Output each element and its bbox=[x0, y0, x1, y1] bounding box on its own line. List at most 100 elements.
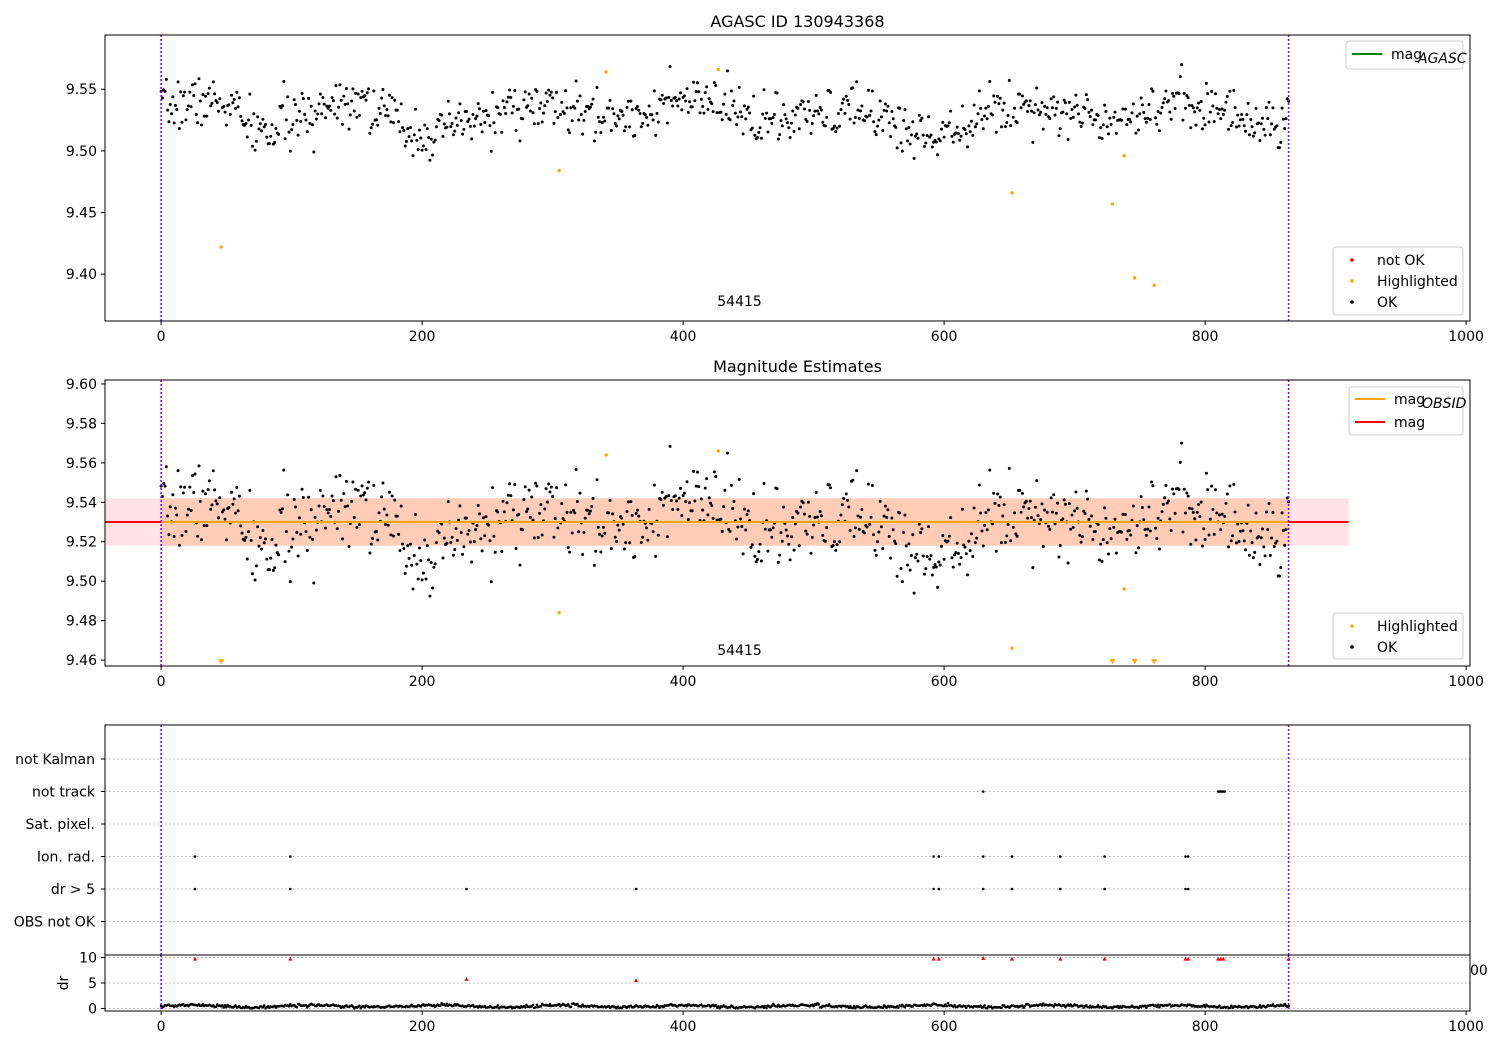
dr-ok-point bbox=[770, 1004, 774, 1008]
ok-point bbox=[1043, 104, 1047, 108]
ok-point bbox=[870, 483, 874, 487]
ok-point bbox=[763, 527, 767, 531]
obsid-label: 54415 bbox=[717, 294, 762, 310]
ok-point bbox=[280, 507, 284, 511]
ok-point bbox=[796, 106, 800, 110]
ok-point bbox=[380, 96, 384, 100]
ok-point bbox=[752, 492, 756, 496]
ok-point bbox=[964, 132, 968, 136]
ok-point bbox=[283, 137, 287, 141]
ok-point bbox=[1177, 92, 1181, 96]
ok-point bbox=[720, 118, 724, 122]
ok-point bbox=[959, 134, 963, 138]
ok-point bbox=[1178, 460, 1182, 464]
ok-point bbox=[530, 495, 534, 499]
ok-point bbox=[479, 537, 483, 541]
dr-ok-point bbox=[946, 1001, 950, 1005]
dr-ok-point bbox=[181, 1002, 185, 1006]
ok-point bbox=[579, 112, 583, 116]
legend-label-mag: mag bbox=[1394, 415, 1425, 431]
ok-point bbox=[929, 133, 933, 137]
ok-point bbox=[1069, 116, 1073, 120]
ok-point bbox=[1204, 471, 1208, 475]
ok-point bbox=[878, 499, 882, 503]
ok-point bbox=[237, 494, 241, 498]
ok-point bbox=[586, 105, 590, 109]
ok-point bbox=[1150, 87, 1154, 91]
ok-point bbox=[1000, 541, 1004, 545]
ok-point bbox=[523, 90, 527, 94]
ok-point bbox=[890, 110, 894, 114]
dr-ok-point bbox=[557, 1002, 561, 1006]
ok-point bbox=[698, 111, 702, 115]
ok-point bbox=[1198, 108, 1202, 112]
ok-point bbox=[725, 69, 729, 73]
ok-point bbox=[209, 507, 213, 511]
ok-point bbox=[167, 533, 171, 537]
ok-point bbox=[1139, 96, 1143, 100]
ok-point bbox=[616, 523, 620, 527]
ok-point bbox=[1137, 128, 1141, 132]
ok-point bbox=[1101, 538, 1105, 542]
ok-point bbox=[1258, 562, 1262, 566]
ok-point bbox=[356, 488, 360, 492]
ok-point bbox=[745, 107, 749, 111]
ok-point bbox=[866, 88, 870, 92]
ok-point bbox=[1114, 551, 1118, 555]
ok-point bbox=[844, 492, 848, 496]
dr-ok-point bbox=[764, 1004, 767, 1008]
ok-point bbox=[903, 108, 907, 112]
ok-point bbox=[545, 99, 549, 103]
ok-point bbox=[736, 525, 740, 529]
ok-point bbox=[612, 112, 616, 116]
ok-point bbox=[1041, 544, 1045, 548]
legend-marker-highlighted bbox=[1350, 624, 1354, 628]
ok-point bbox=[859, 515, 863, 519]
ok-point bbox=[1172, 94, 1176, 98]
ok-point bbox=[297, 109, 301, 113]
ok-point bbox=[404, 140, 408, 144]
ok-point bbox=[963, 545, 967, 549]
dr-ok-point bbox=[1218, 1004, 1221, 1008]
ok-point bbox=[391, 534, 395, 538]
ok-point bbox=[921, 554, 925, 558]
ok-point bbox=[1093, 118, 1097, 122]
ok-point bbox=[461, 132, 465, 136]
ok-point bbox=[1148, 118, 1152, 122]
y-tick-label: 5 bbox=[88, 976, 97, 992]
ok-point bbox=[613, 121, 617, 125]
ok-point bbox=[608, 98, 612, 102]
ok-point bbox=[641, 121, 645, 125]
ok-point bbox=[577, 530, 581, 534]
ok-point bbox=[376, 538, 380, 542]
ok-point bbox=[979, 511, 983, 515]
ok-point bbox=[617, 117, 621, 121]
ok-point bbox=[446, 99, 450, 103]
ok-point bbox=[548, 93, 552, 97]
dr-ok-point bbox=[1041, 1002, 1045, 1005]
ok-point bbox=[1049, 496, 1053, 500]
ok-point bbox=[1207, 533, 1211, 537]
dr-not-ok-marker bbox=[1286, 956, 1291, 961]
ok-point bbox=[805, 119, 809, 123]
ok-point bbox=[651, 530, 655, 534]
ok-point bbox=[766, 549, 770, 553]
ok-point bbox=[733, 111, 737, 115]
ok-point bbox=[1036, 514, 1040, 518]
ok-point bbox=[990, 113, 994, 117]
ok-point bbox=[1223, 514, 1227, 518]
ok-point bbox=[164, 77, 168, 81]
ok-point bbox=[668, 444, 672, 448]
ok-point bbox=[283, 560, 287, 564]
ok-point bbox=[395, 108, 399, 112]
ok-point bbox=[389, 120, 393, 124]
ok-point bbox=[685, 87, 689, 91]
ok-point bbox=[1018, 92, 1022, 96]
ok-point bbox=[480, 130, 484, 134]
ok-point bbox=[244, 121, 248, 125]
ok-point bbox=[1266, 528, 1270, 532]
ok-point bbox=[624, 125, 628, 129]
flag-point bbox=[1186, 887, 1190, 891]
x-tick-label: 1000 bbox=[1448, 329, 1484, 345]
ok-point bbox=[334, 84, 338, 88]
